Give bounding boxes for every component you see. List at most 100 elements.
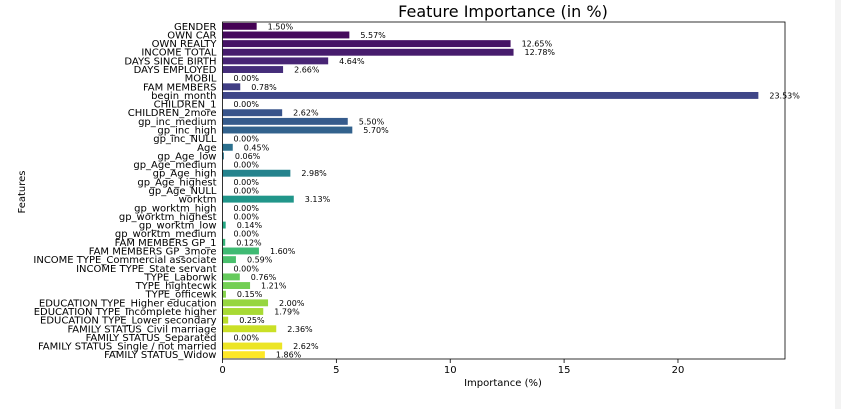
- value-label: 0.45%: [244, 143, 270, 152]
- bar: [222, 256, 236, 264]
- category-label: FAMILY STATUS_Widow: [104, 350, 216, 361]
- x-tick-label: 5: [333, 365, 339, 376]
- bar: [222, 351, 265, 359]
- value-label: 1.86%: [276, 351, 302, 360]
- bar: [222, 273, 240, 281]
- category-label: gp_Age_low: [157, 151, 216, 162]
- value-labels: 1.50%5.57%12.65%12.78%4.64%2.66%0.00%0.7…: [234, 22, 801, 359]
- category-label: FAMILY STATUS_Single / not married: [38, 342, 217, 353]
- category-label: FAM MEMBERS GP_1: [115, 238, 217, 249]
- value-label: 0.76%: [251, 273, 277, 282]
- category-label: INCOME TYPE_State servant: [76, 264, 216, 275]
- bar: [222, 126, 353, 134]
- bar: [222, 91, 759, 99]
- value-label: 0.00%: [234, 161, 260, 170]
- bar: [222, 22, 257, 30]
- value-label: 0.00%: [234, 212, 260, 221]
- value-label: 0.00%: [234, 135, 260, 144]
- bar: [222, 40, 511, 48]
- value-label: 0.06%: [235, 152, 261, 161]
- category-label: gp_inc_high: [157, 126, 216, 137]
- bar: [222, 238, 226, 246]
- value-label: 0.78%: [251, 83, 277, 92]
- category-label: EDUCATION TYPE_Incomplete higher: [34, 307, 218, 318]
- value-label: 2.62%: [293, 342, 319, 351]
- category-label: TYPE_officewk: [145, 290, 217, 301]
- x-tick-label: 15: [558, 365, 571, 376]
- value-label: 5.70%: [363, 126, 389, 135]
- value-label: 3.13%: [305, 195, 331, 204]
- category-label: gp_worktm_high: [134, 203, 216, 214]
- category-label: INCOME TYPE_Commercial associate: [33, 255, 216, 266]
- bar: [222, 169, 291, 177]
- bars-layer: [222, 22, 759, 359]
- category-label: OWN CAR: [167, 30, 216, 41]
- value-label: 12.78%: [525, 48, 556, 57]
- value-label: 0.15%: [237, 290, 263, 299]
- bar: [222, 48, 514, 56]
- bar: [222, 109, 283, 117]
- x-tick-label: 10: [444, 365, 457, 376]
- bar: [222, 117, 348, 125]
- bar: [222, 83, 241, 91]
- category-label: begin_month: [151, 91, 216, 102]
- category-label: worktm: [179, 195, 217, 206]
- category-label: DAYS EMPLOYED: [134, 65, 217, 76]
- category-label: CHILDREN_1: [154, 100, 217, 111]
- category-label: MOBIL: [185, 74, 217, 85]
- bar: [222, 282, 251, 289]
- value-label: 1.79%: [274, 307, 300, 316]
- category-label: TYPE_Laborwk: [144, 272, 217, 283]
- bar: [222, 299, 269, 307]
- category-label: Age: [197, 143, 216, 154]
- bar: [222, 66, 284, 73]
- value-label: 0.00%: [234, 74, 260, 83]
- bar: [222, 342, 283, 350]
- value-label: 5.57%: [360, 31, 386, 40]
- chart-title: Feature Importance (in %): [398, 2, 608, 21]
- x-axis-label: Importance (%): [464, 378, 542, 389]
- bar: [222, 308, 264, 315]
- category-label: TYPE_hightecwk: [135, 281, 217, 292]
- bar: [222, 325, 277, 333]
- category-label: OWN REALTY: [152, 39, 218, 50]
- value-label: 2.00%: [279, 299, 305, 308]
- category-label: GENDER: [174, 22, 217, 33]
- category-label: CHILDREN_2more: [128, 108, 217, 119]
- bar: [222, 290, 226, 298]
- category-label: gp_worktm_low: [139, 221, 217, 232]
- category-label: INCOME TOTAL: [141, 48, 217, 59]
- bar: [222, 316, 229, 324]
- bar: [222, 31, 350, 39]
- x-tick-label: 20: [672, 365, 685, 376]
- category-label: gp_inc_NULL: [153, 134, 217, 145]
- value-label: 0.00%: [234, 230, 260, 239]
- bar: [222, 143, 233, 151]
- value-label: 0.14%: [237, 221, 263, 230]
- value-label: 0.00%: [234, 264, 260, 273]
- x-tick-label: 0: [219, 365, 225, 376]
- bar: [222, 247, 259, 255]
- value-label: 1.60%: [270, 247, 296, 256]
- category-label: EDUCATION TYPE_Lower secondary: [40, 316, 217, 327]
- value-label: 12.65%: [522, 40, 553, 49]
- value-label: 0.12%: [236, 238, 262, 247]
- category-label: FAM MEMBERS: [143, 82, 217, 93]
- value-label: 2.98%: [301, 169, 327, 178]
- value-label: 5.50%: [359, 117, 385, 126]
- value-label: 0.25%: [239, 316, 265, 325]
- y-axis-label: Features: [17, 171, 28, 214]
- bar: [222, 152, 224, 160]
- category-label: FAMILY STATUS_Civil marriage: [67, 324, 216, 335]
- value-label: 2.66%: [294, 66, 320, 75]
- value-label: 0.59%: [247, 256, 273, 265]
- value-label: 4.64%: [339, 57, 365, 66]
- value-label: 0.00%: [234, 100, 260, 109]
- plot-frame: [222, 21, 786, 360]
- value-label: 0.00%: [234, 333, 260, 342]
- category-label: gp_worktm_medium: [115, 229, 217, 240]
- axes: 0 5 10 15 20: [219, 21, 786, 376]
- category-label: EDUCATION TYPE_Higher education: [39, 298, 217, 309]
